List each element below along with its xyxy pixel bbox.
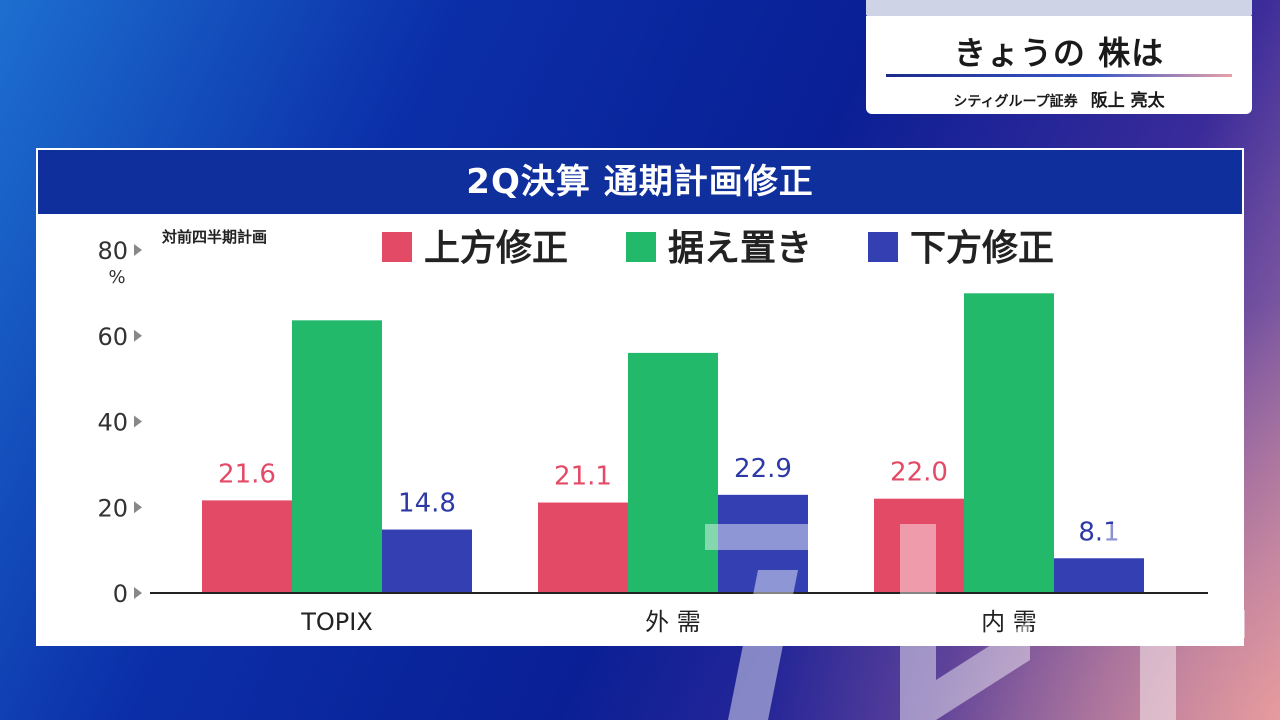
y-tick-label: 0 <box>113 580 128 608</box>
bar <box>382 529 472 593</box>
data-label: 21.1 <box>554 462 612 492</box>
chart-title: 2Q決算 通期計画修正 <box>38 150 1242 214</box>
bar <box>628 352 718 593</box>
legend-swatch <box>868 232 898 262</box>
caption-org: シティグループ証券 <box>953 94 1078 110</box>
y-tick-label: 80 <box>97 237 128 265</box>
legend-swatch <box>382 232 412 262</box>
caption-title: きょうの 株は <box>953 34 1165 72</box>
legend-label: 据え置き <box>668 228 812 269</box>
bar-chart: 0 20 40 60 80% 対前四半期計画 上方修正 据え置き 下方修正 21.6 14.8 TOP… <box>97 228 1208 636</box>
bar <box>1054 558 1144 593</box>
y-tick-label: 60 <box>97 323 128 351</box>
caption-person: 阪上 亮太 <box>1090 91 1165 111</box>
y-tick-arrow <box>134 501 142 514</box>
bar <box>964 293 1054 593</box>
program-caption: きょうの 株は シティグループ証券 阪上 亮太 <box>866 16 1252 114</box>
y-tick-arrow <box>134 244 142 256</box>
bar <box>718 494 808 593</box>
data-label: 22.0 <box>890 458 948 488</box>
y-tick-arrow <box>134 415 142 428</box>
x-tick-label: 内 需 <box>981 608 1037 636</box>
data-label: 21.6 <box>218 459 276 489</box>
caption-divider <box>886 74 1232 77</box>
caption-subtitle: シティグループ証券 阪上 亮太 <box>866 86 1252 111</box>
data-label: 22.9 <box>734 454 792 484</box>
y-axis-unit: % <box>108 267 125 288</box>
data-label: 14.8 <box>398 489 456 519</box>
y-tick-label: 20 <box>97 494 128 522</box>
data-label: 8.1 <box>1078 517 1119 547</box>
legend-swatch <box>626 232 656 262</box>
legend-label: 上方修正 <box>424 228 568 269</box>
x-tick-label: 外 需 <box>645 608 701 636</box>
y-tick-arrow <box>134 329 142 342</box>
chart-note: 対前四半期計画 <box>161 228 267 246</box>
bar <box>292 320 382 593</box>
x-tick-label: TOPIX <box>300 608 373 636</box>
bar <box>202 500 292 593</box>
bar <box>874 498 964 593</box>
y-tick-label: 40 <box>97 409 128 437</box>
y-tick-arrow <box>134 587 142 599</box>
caption-top-strip <box>866 0 1252 16</box>
legend-label: 下方修正 <box>910 228 1054 269</box>
bar <box>538 502 628 593</box>
chart-panel: 2Q決算 通期計画修正 0 20 40 60 80% 対前四半期計画 上方修正 据え置き 下方修… <box>36 148 1244 646</box>
